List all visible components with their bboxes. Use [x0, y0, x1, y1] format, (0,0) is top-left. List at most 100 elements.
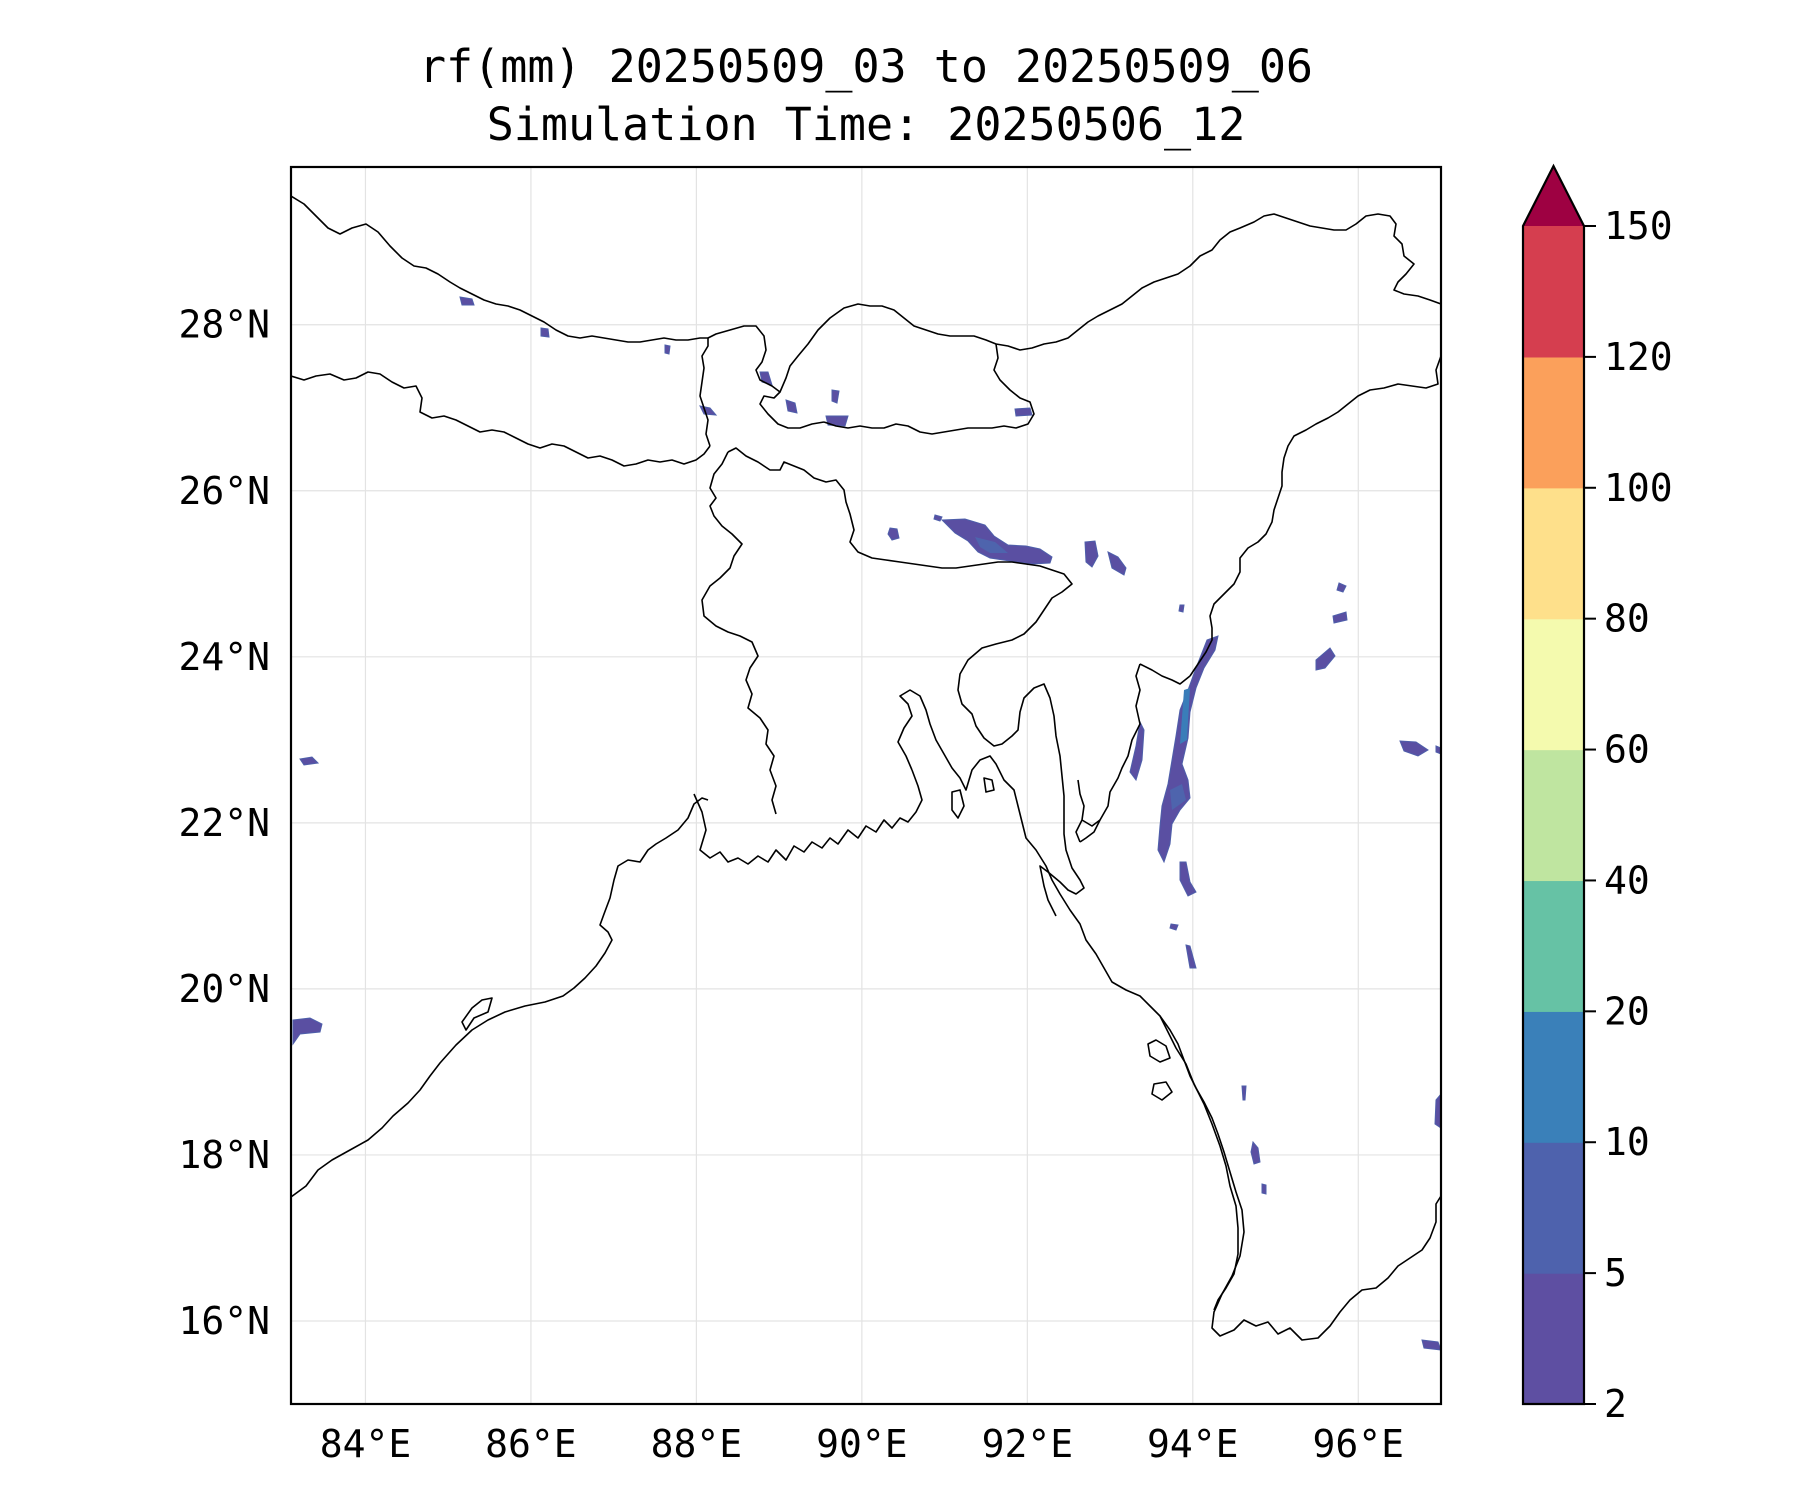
rain-patch-myanmar-2: [1261, 1183, 1267, 1195]
colorbar-label: 5: [1604, 1251, 1627, 1295]
rain-patch-tripura: [1129, 720, 1145, 782]
border-nepal-india: [291, 371, 711, 467]
border-india-myanmar: [1079, 663, 1191, 843]
rain-patch-west-1: [299, 756, 320, 766]
colorbar-bin: [1523, 749, 1584, 882]
colorbar: 2 5 10 20 40 60 80 100 120 150: [1521, 163, 1673, 1426]
colorbar-outline: [1521, 163, 1586, 1406]
rain-patch-meghalaya: [940, 518, 1053, 565]
border-tripura: [1075, 779, 1101, 843]
rain-patch-small-3: [1084, 540, 1099, 568]
rain-patch-myanmar-3: [1241, 1085, 1247, 1101]
coastline-meghna-estuary: [897, 689, 1441, 1341]
x-tick-label: 90°E: [816, 1422, 908, 1466]
border-arunachal-china: [995, 213, 1441, 351]
colorbar-bin: [1523, 618, 1584, 751]
coastline-island-1: [1147, 1039, 1171, 1063]
colorbar-bin: [1523, 1142, 1584, 1274]
colorbar-label: 20: [1604, 989, 1650, 1033]
coastline-chilika: [461, 997, 493, 1031]
rain-patch-small-5: [1179, 861, 1197, 897]
colorbar-bin: [1523, 1011, 1584, 1143]
rain-patch-small-1: [887, 527, 900, 541]
x-tick-label: 94°E: [1147, 1422, 1239, 1466]
rain-patch-east-4: [1399, 740, 1429, 757]
colorbar-bin: [1523, 880, 1584, 1012]
x-tick-label: 88°E: [651, 1422, 743, 1466]
rain-patch-bhutan-4: [825, 415, 849, 427]
colorbar-extend-arrow: [1523, 166, 1584, 226]
x-tick-label: 96°E: [1313, 1422, 1405, 1466]
rain-patch-small-6: [1169, 923, 1179, 931]
border-sikkim-west: [699, 338, 711, 447]
title-line-2: Simulation Time: 20250506_12: [487, 98, 1246, 151]
rain-patch-bhutan-2: [785, 399, 798, 414]
rain-patch-small-2: [933, 514, 943, 522]
y-axis: 16°N 18°N 20°N 22°N 24°N 26°N 28°N: [178, 303, 270, 1343]
rain-core-meghalaya: [975, 537, 1008, 553]
y-tick-label: 28°N: [178, 303, 270, 347]
rain-patch-east-6: [1421, 1339, 1441, 1351]
coastline-sundarbans: [693, 769, 923, 865]
coastline-india-east: [291, 797, 709, 1198]
border-sikkim: [707, 325, 825, 429]
rain-patch-east-1: [1336, 582, 1347, 593]
colorbar-label: 150: [1604, 204, 1673, 248]
border-arunachal-myanmar: [1189, 355, 1441, 677]
rain-patch-east-5: [1434, 1093, 1441, 1129]
coastline-island-3: [983, 777, 995, 793]
map-background: [291, 167, 1441, 1404]
map-features: [291, 195, 1441, 1351]
rain-patch-small-7: [1185, 944, 1197, 969]
rain-patch-himalaya-2: [540, 327, 550, 338]
rain-patch-bhutan-3: [831, 389, 840, 404]
border-bhutan-south: [823, 343, 1035, 435]
rain-patch-small-4: [1107, 551, 1127, 576]
rain-patch-east-7: [1435, 745, 1441, 755]
rain-patch-small-8: [1178, 604, 1185, 613]
rain-patch-east-3: [1315, 647, 1336, 671]
rainfall-areas: [292, 296, 1441, 1351]
border-bangladesh-india-east: [727, 447, 1085, 917]
rain-core-mizoram-1: [1180, 688, 1190, 744]
x-axis: 84°E 86°E 88°E 90°E 92°E 94°E 96°E: [320, 1422, 1404, 1466]
x-tick-label: 92°E: [982, 1422, 1074, 1466]
coastline-island-2: [1151, 1081, 1173, 1101]
rain-core-mizoram-2: [1170, 784, 1186, 810]
rain-patch-myanmar-1: [1250, 1140, 1261, 1165]
y-tick-label: 18°N: [178, 1133, 270, 1177]
border-nepal-china: [291, 195, 708, 343]
gridlines: [291, 167, 1441, 1404]
border-india-bangladesh-north: [701, 451, 777, 815]
colorbar-label: 100: [1604, 466, 1673, 510]
x-tick-label: 86°E: [485, 1422, 577, 1466]
map-panel: 84°E 86°E 88°E 90°E 92°E 94°E 96°E 16°N 18°N 20°…: [178, 165, 1443, 1466]
colorbar-label: 2: [1604, 1382, 1627, 1426]
colorbar-label: 120: [1604, 335, 1673, 379]
colorbar-label: 80: [1604, 597, 1650, 641]
rain-patch-west-2: [292, 1017, 323, 1046]
colorbar-label: 40: [1604, 858, 1650, 902]
y-tick-label: 16°N: [178, 1299, 270, 1343]
colorbar-bin: [1523, 226, 1584, 358]
coastline-island-4: [951, 789, 965, 819]
border-myanmar-south: [1159, 1015, 1239, 1311]
colorbar-bin: [1523, 356, 1584, 489]
title-line-1: rf(mm) 20250509_03 to 20250509_06: [419, 40, 1313, 93]
colorbar-label: 60: [1604, 728, 1650, 772]
rain-patch-nepal-1: [664, 344, 671, 355]
rain-patch-himalaya-1: [459, 296, 475, 306]
border-bhutan-north: [779, 303, 997, 393]
rain-patch-east-2: [1332, 611, 1348, 624]
x-tick-label: 84°E: [320, 1422, 412, 1466]
map-frame: [289, 165, 1443, 1406]
y-tick-label: 26°N: [178, 469, 270, 513]
colorbar-bin: [1523, 1273, 1584, 1405]
y-tick-label: 22°N: [178, 801, 270, 845]
y-tick-label: 20°N: [178, 967, 270, 1011]
colorbar-bin: [1523, 487, 1584, 620]
y-tick-label: 24°N: [178, 635, 270, 679]
colorbar-label: 10: [1604, 1120, 1650, 1164]
rain-patch-bhutan-5: [1014, 407, 1033, 417]
